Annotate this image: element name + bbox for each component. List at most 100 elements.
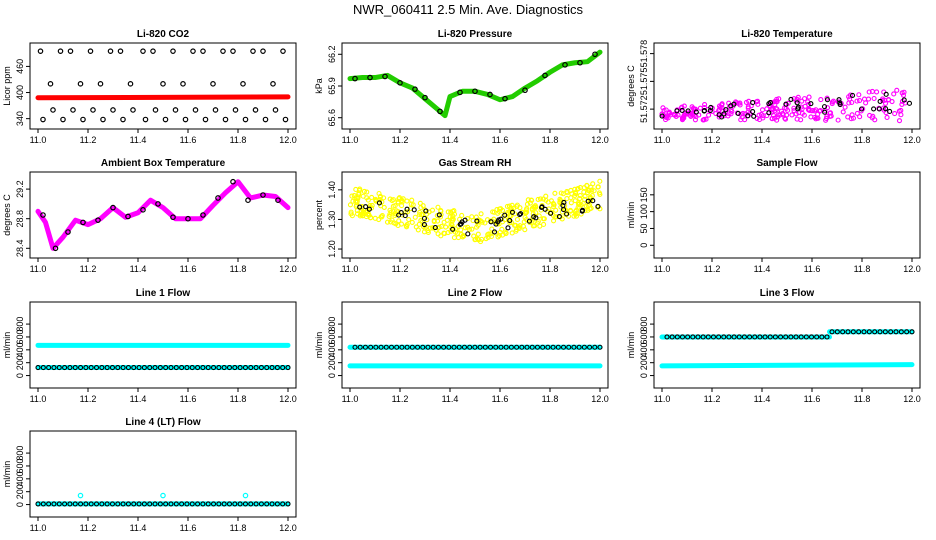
data-point (495, 219, 501, 225)
data-point (535, 196, 541, 202)
data-point (596, 190, 602, 196)
x-tick-label: 11.0 (342, 264, 359, 274)
data-point (455, 235, 462, 241)
data-point (367, 74, 373, 81)
data-point (882, 329, 888, 335)
data-point (274, 501, 280, 507)
data-point (392, 203, 398, 209)
x-tick-label: 11.4 (442, 135, 459, 145)
y-axis-label: degrees C (626, 65, 636, 107)
data-point (509, 209, 516, 215)
data-point (576, 344, 582, 350)
data-point (349, 213, 355, 219)
data-point (866, 89, 872, 95)
data-point (67, 364, 73, 371)
y-tick-label: 600 (327, 329, 337, 344)
data-point (783, 334, 789, 340)
data-point (410, 202, 416, 208)
y-tick-label: 460 (15, 59, 25, 74)
data-point (731, 334, 737, 340)
plot-area (35, 178, 291, 252)
data-point (200, 364, 206, 371)
data-point (550, 344, 556, 350)
data-point (558, 190, 564, 196)
y-tick-label: 1.30 (327, 211, 337, 229)
data-point (550, 201, 556, 207)
data-point (577, 193, 583, 199)
data-point (808, 101, 814, 107)
x-tick-label: 11.6 (492, 135, 509, 145)
y-tick-label: 50 (639, 223, 649, 233)
y-tick-label: 800 (15, 446, 25, 461)
data-point (798, 334, 804, 340)
data-point (72, 501, 78, 507)
data-point (437, 108, 443, 115)
data-point (526, 218, 532, 224)
data-point (232, 364, 238, 371)
data-point (421, 215, 428, 221)
data-point (40, 116, 46, 123)
data-point (524, 201, 531, 207)
data-point (120, 116, 126, 123)
plot-frame (29, 301, 297, 389)
data-point (473, 236, 479, 243)
data-point (479, 236, 485, 242)
x-tick-label: 12.0 (591, 135, 609, 145)
data-point (87, 48, 94, 54)
plot-frame (341, 301, 609, 389)
data-point (436, 212, 442, 218)
data-point (587, 344, 593, 350)
data-point (396, 212, 402, 218)
data-point (141, 501, 147, 507)
data-point (389, 198, 395, 204)
y-tick-label: 0 (327, 373, 337, 378)
data-point (757, 334, 763, 340)
data-point (467, 344, 473, 350)
data-point (398, 210, 404, 216)
data-point (56, 501, 62, 507)
data-point (541, 216, 547, 222)
data-point (840, 329, 846, 335)
x-tick-label: 11.4 (130, 264, 147, 274)
data-point (572, 209, 578, 215)
data-point (728, 103, 734, 109)
data-point (185, 215, 191, 222)
data-point (735, 110, 741, 116)
data-point (491, 209, 497, 215)
data-point (141, 364, 147, 371)
data-point (168, 364, 174, 371)
data-point (160, 81, 166, 87)
data-point (269, 501, 275, 507)
data-point (543, 193, 549, 199)
data-point (794, 116, 800, 122)
data-point (242, 501, 248, 507)
data-point (877, 329, 883, 335)
data-point (462, 225, 468, 231)
data-point (789, 112, 795, 118)
data-point (465, 224, 471, 230)
data-point (404, 344, 410, 350)
data-point (409, 344, 415, 350)
y-axis-label: ml/min (314, 332, 324, 359)
data-point (388, 209, 394, 215)
data-point (232, 501, 238, 507)
data-point (772, 334, 778, 340)
data-point (384, 219, 391, 225)
data-point (542, 72, 548, 79)
data-point (95, 217, 101, 223)
data-point (274, 364, 280, 371)
data-point (872, 329, 878, 335)
data-point (125, 501, 131, 507)
data-point (766, 110, 772, 116)
data-point (505, 209, 511, 215)
plot-area (35, 48, 291, 123)
data-point (498, 216, 504, 222)
data-point (861, 96, 868, 102)
data-point (507, 220, 513, 226)
data-point (258, 501, 264, 507)
data-point (70, 107, 76, 113)
data-point (376, 200, 382, 206)
